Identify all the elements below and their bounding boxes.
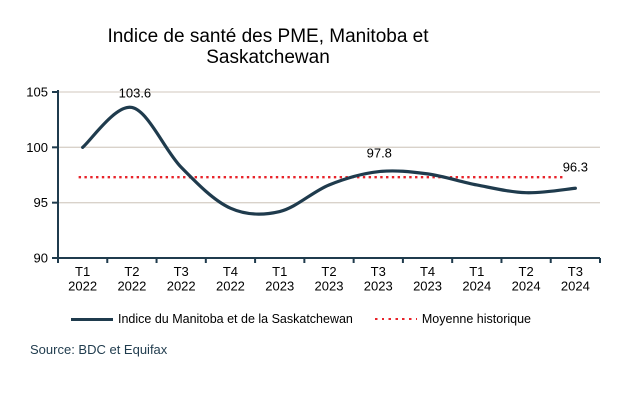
x-tick-label: T3 2023 [364,264,393,294]
x-tick-label: T3 2024 [561,264,590,294]
series-line [81,105,577,216]
x-tick-label: T1 2023 [265,264,294,294]
data-label: 97.8 [367,146,392,161]
solid-line-swatch-icon [71,317,113,321]
legend-item-moyenne: Moyenne historique [374,312,531,326]
x-tick-label: T1 2022 [68,264,97,294]
chart-legend: Indice du Manitoba et de la Saskatchewan… [71,310,531,328]
x-tick-label: T2 2024 [512,264,541,294]
y-tick-label: 95 [34,195,48,210]
legend-item-indice: Indice du Manitoba et de la Saskatchewan [71,312,353,326]
y-tick-label: 100 [26,140,48,155]
legend-label: Indice du Manitoba et de la Saskatchewan [118,312,353,326]
x-tick-label: T1 2024 [462,264,491,294]
x-tick-label: T4 2022 [216,264,245,294]
y-tick-label: 105 [26,85,48,100]
data-label: 96.3 [563,159,588,174]
x-tick-label: T4 2023 [413,264,442,294]
x-tick-label: T3 2022 [167,264,196,294]
source-note: Source: BDC et Equifax [30,342,168,357]
dotted-line-swatch-icon [374,317,417,321]
legend-label: Moyenne historique [421,312,531,326]
x-tick-label: T2 2022 [117,264,146,294]
y-tick-label: 90 [34,251,48,266]
data-label: 103.6 [119,85,152,100]
chart-title: Indice de santé des PME, Manitoba et Sas… [107,26,429,68]
x-tick-label: T2 2023 [315,264,344,294]
